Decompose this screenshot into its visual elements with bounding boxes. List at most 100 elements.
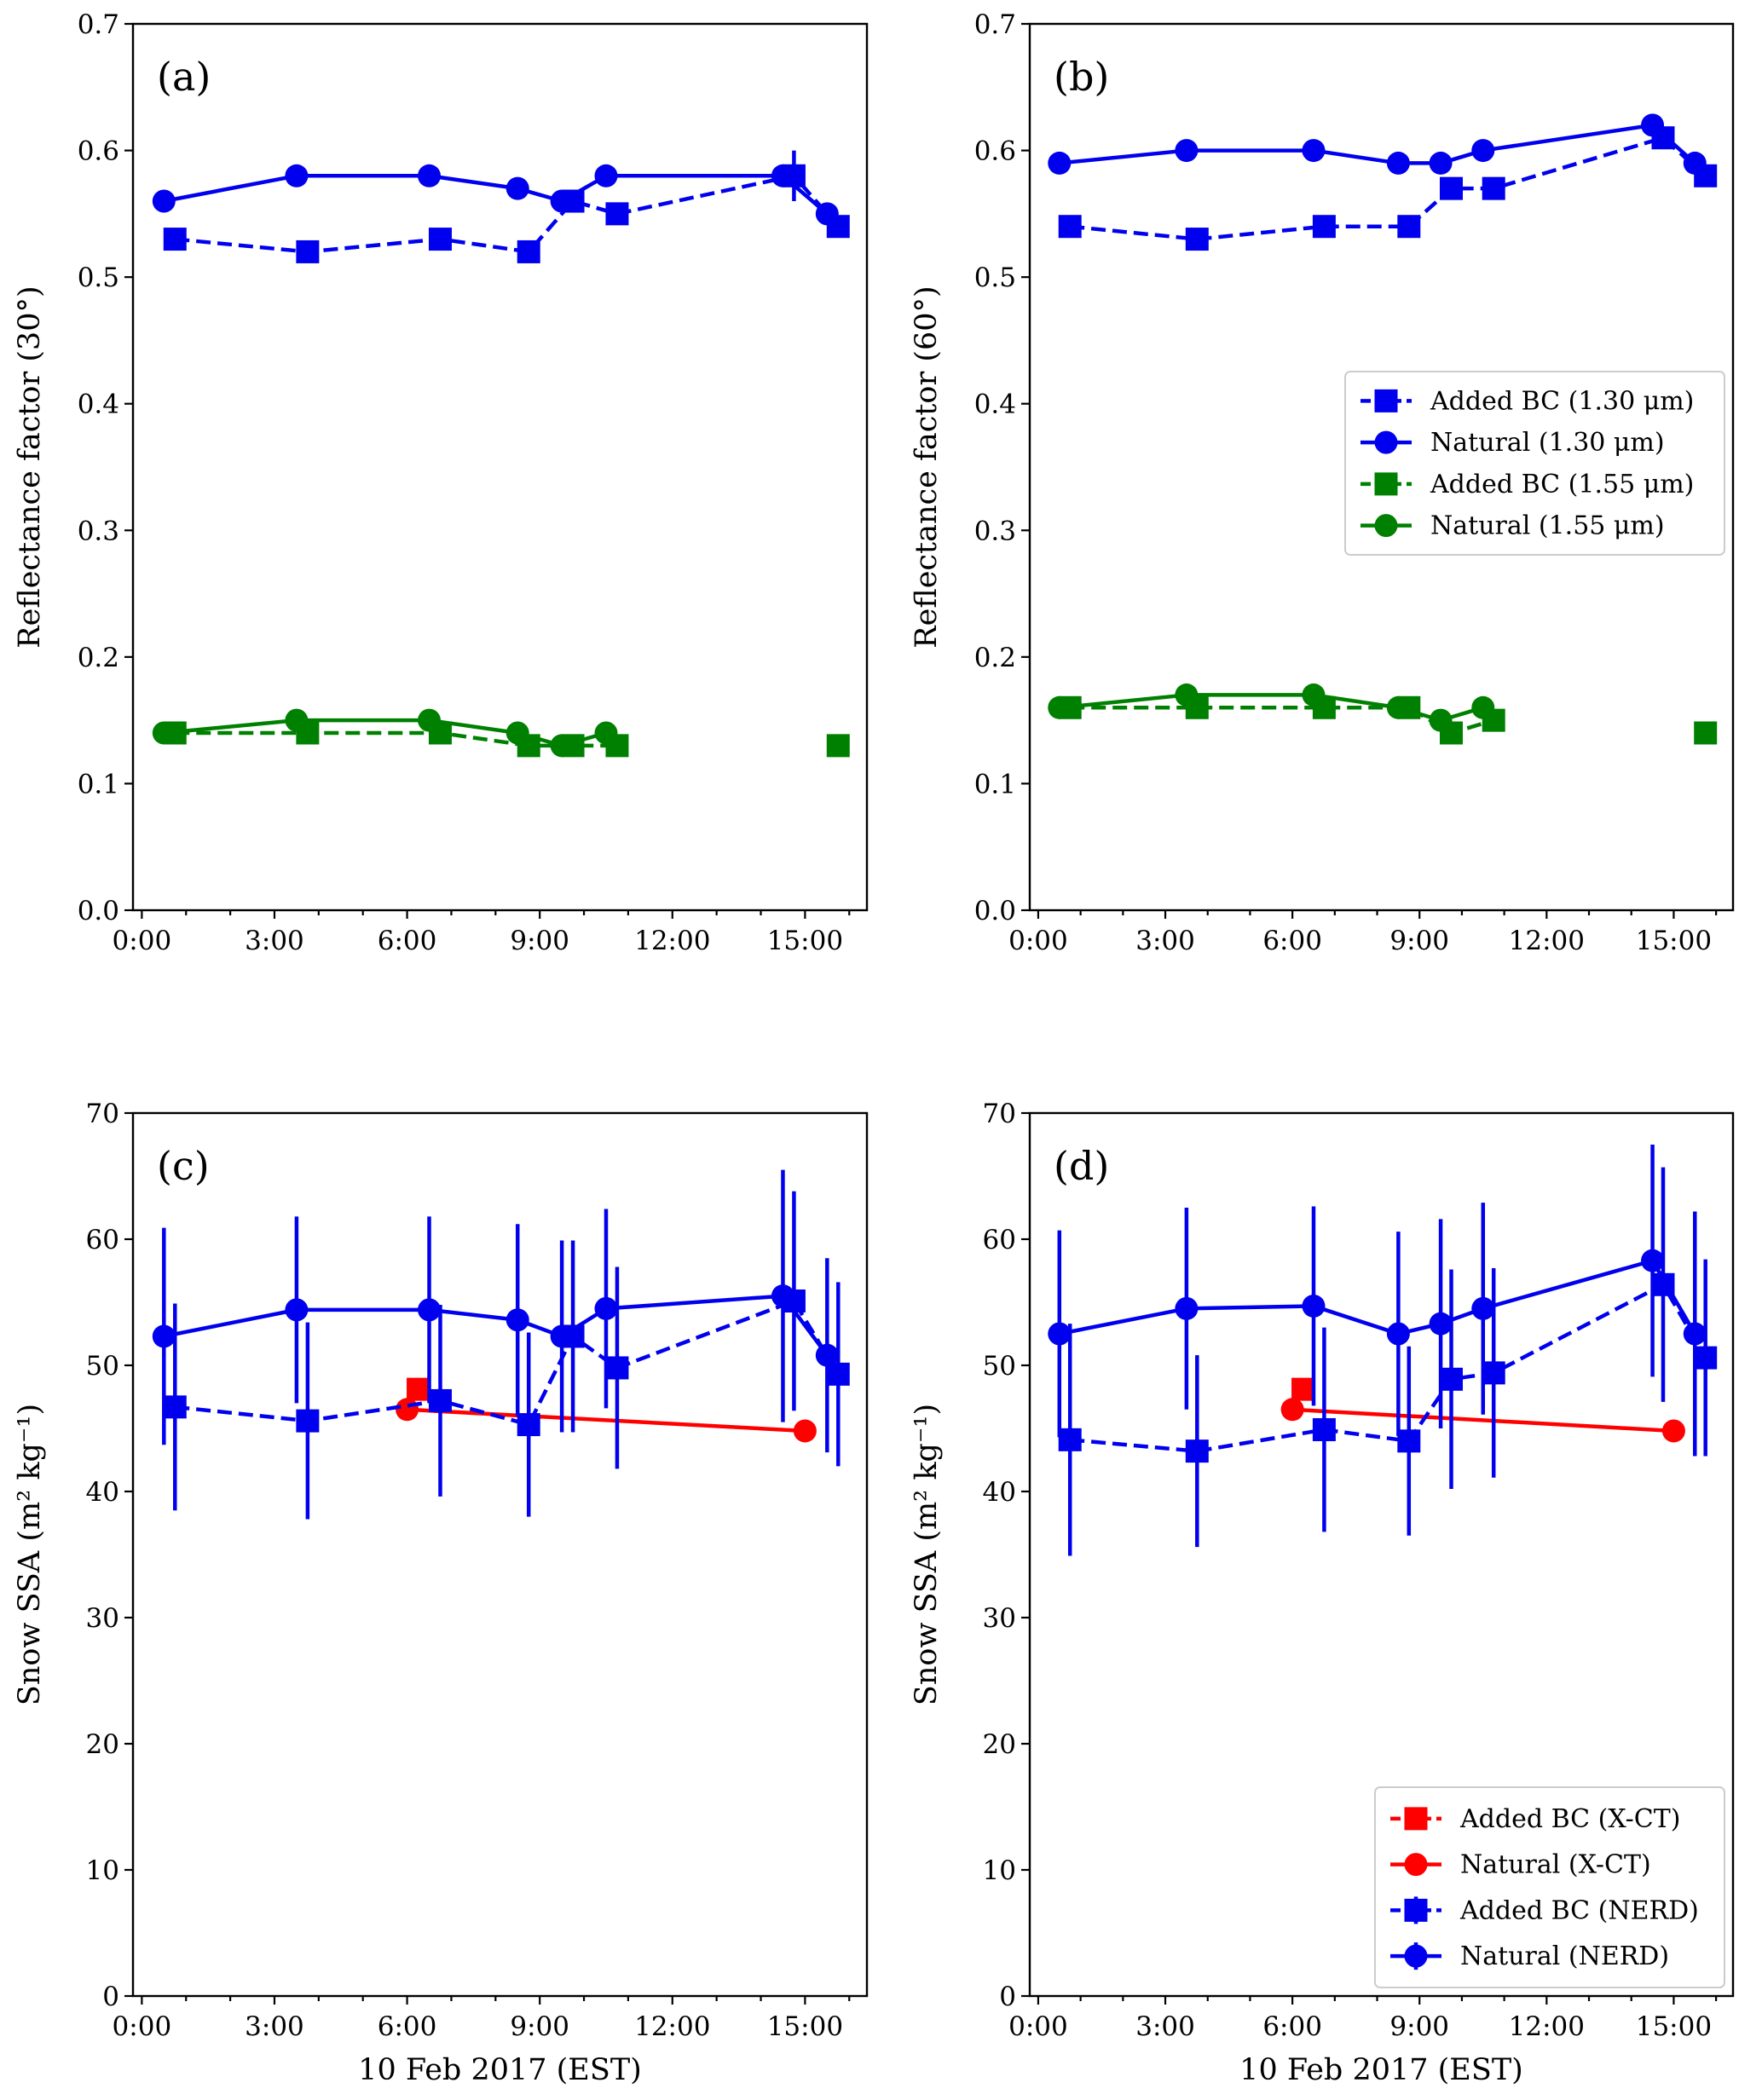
data-point [1302, 683, 1326, 707]
data-point [550, 734, 574, 758]
data-point [1302, 1294, 1326, 1318]
legend-label: Added BC (NERD) [1459, 1895, 1699, 1925]
y-tick-label: 50 [86, 1351, 119, 1382]
data-point [296, 239, 320, 263]
panel-b: 0.0 0.1 0.2 0.3 0.4 0.5 0.6 0.7 0:00 3:00 6:00 9:00… [910, 9, 1735, 956]
legend-marker [1374, 430, 1398, 454]
panel-a: 0.0 0.1 0.2 0.3 0.4 0.5 0.6 0.7 0:00 3:00 6:00 9:00… [13, 9, 869, 956]
panel-label: (c) [157, 1143, 210, 1189]
legend: Added BC (1.30 μm) Natural (1.30 μm) Added… [1344, 371, 1725, 556]
data-point [1641, 113, 1665, 137]
data-point [517, 239, 540, 263]
x-tick-label: 15:00 [767, 2011, 843, 2042]
data-point [1048, 695, 1072, 719]
data-point [1302, 139, 1326, 163]
y-tick-label: 20 [983, 1729, 1016, 1760]
data-point [793, 1419, 817, 1443]
data-point [1429, 1312, 1453, 1336]
plot-frame [131, 22, 869, 912]
data-point [517, 1413, 540, 1437]
data-point [1397, 1429, 1421, 1453]
y-tick-label: 0.7 [78, 9, 119, 40]
legend-frame [1374, 1786, 1725, 1988]
x-tick-label: 9:00 [1389, 2011, 1449, 2042]
data-point [505, 721, 529, 745]
data-point [1661, 1419, 1685, 1443]
x-tick-label: 3:00 [1135, 2011, 1195, 2042]
data-point [1386, 695, 1410, 719]
data-point [1185, 228, 1209, 251]
x-tick-label: 15:00 [1636, 2011, 1712, 2042]
data-point [815, 202, 839, 226]
series-natural-nerd [152, 1169, 839, 1453]
data-point [1694, 1346, 1718, 1370]
x-tick-label: 6:00 [378, 2011, 437, 2042]
x-tick-label: 12:00 [634, 926, 710, 956]
series-added-bc-1-30-m [163, 150, 850, 263]
series-added-bc-1-55-m [163, 721, 850, 758]
y-tick-label: 0.6 [974, 136, 1016, 167]
y-tick-label: 0.3 [974, 516, 1016, 546]
data-point [1185, 1439, 1209, 1463]
panel-label: (d) [1054, 1143, 1109, 1189]
series-line [1070, 1283, 1707, 1453]
x-tick-label: 3:00 [245, 926, 304, 956]
data-point [1471, 139, 1495, 163]
y-tick-label: 0.4 [974, 389, 1016, 420]
legend-label: Natural (NERD) [1460, 1941, 1669, 1971]
data-point [771, 1284, 794, 1308]
y-tick-label: 0.1 [974, 769, 1016, 799]
series-line [407, 1407, 806, 1434]
series-added-bc-x-ct [407, 1377, 430, 1401]
data-point [594, 721, 618, 745]
y-tick-label: 0.0 [78, 896, 119, 926]
data-point [1440, 1367, 1464, 1391]
legend-label: Natural (1.55 μm) [1430, 511, 1665, 541]
series-line [1059, 1258, 1697, 1336]
data-point [396, 1398, 419, 1422]
series-added-bc-nerd [163, 1191, 850, 1520]
y-tick-label: 0 [999, 1982, 1016, 2012]
x-tick-label: 15:00 [767, 926, 843, 956]
y-tick-label: 10 [983, 1855, 1016, 1886]
data-point [826, 734, 850, 758]
data-point [1291, 1377, 1315, 1401]
data-point [407, 1377, 430, 1401]
data-point [1312, 215, 1336, 239]
legend: Added BC (X-CT) Natural (X-CT) Added BC (N… [1374, 1786, 1725, 1988]
x-tick-label: 0:00 [113, 926, 172, 956]
y-tick-label: 20 [86, 1729, 119, 1760]
data-point [152, 1324, 176, 1348]
data-point [1175, 683, 1199, 707]
series-added-bc-nerd [1058, 1167, 1718, 1556]
data-point [550, 189, 574, 213]
data-point [1397, 215, 1421, 239]
data-point [1058, 215, 1082, 239]
data-point [1175, 1296, 1199, 1320]
legend-marker [1404, 1853, 1428, 1877]
panel-label: (a) [157, 54, 211, 100]
y-tick-label: 30 [983, 1603, 1016, 1634]
y-tick-label: 40 [86, 1477, 119, 1508]
y-tick-label: 0.2 [78, 643, 119, 673]
legend-marker [1404, 1898, 1428, 1922]
data-point [771, 164, 794, 188]
data-point [1312, 1417, 1336, 1441]
data-point [296, 1409, 320, 1433]
data-point [1048, 1322, 1072, 1346]
legend-label: Natural (1.30 μm) [1430, 428, 1665, 458]
data-point [163, 1395, 187, 1419]
x-tick-label: 3:00 [245, 2011, 304, 2042]
y-axis-label: Snow SSA (m² kg⁻¹) [13, 1404, 47, 1705]
y-axis-label: Reflectance factor (60°) [910, 286, 944, 648]
panel-c: 0 10 20 30 40 50 60 70 0:00 3:00 6:00 9:00 12:00 15:0… [13, 1099, 869, 2087]
y-tick-label: 50 [983, 1351, 1016, 1382]
y-tick-label: 0.6 [78, 136, 119, 167]
series-line [163, 1294, 829, 1357]
data-point [594, 1296, 618, 1320]
y-tick-label: 0.7 [974, 9, 1016, 40]
y-tick-label: 0.2 [974, 643, 1016, 673]
plot-frame [1028, 22, 1735, 912]
panel-label: (b) [1054, 54, 1109, 100]
